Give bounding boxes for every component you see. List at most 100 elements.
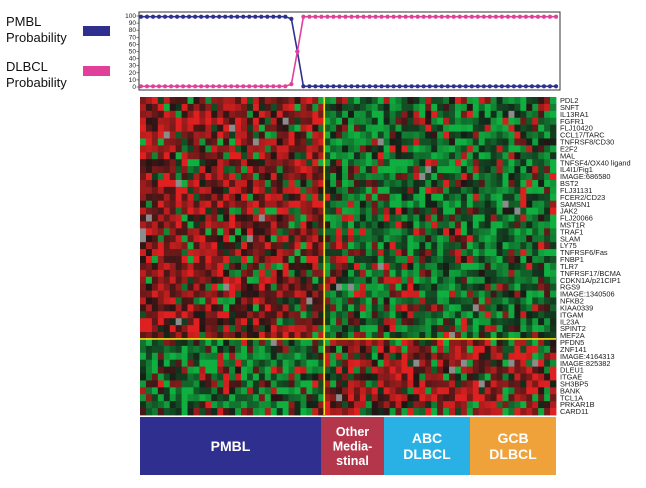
heatmap-cell xyxy=(229,117,236,126)
heatmap-cell xyxy=(490,249,497,257)
heatmap-cell xyxy=(353,262,361,271)
heatmap-cell xyxy=(419,138,426,146)
heatmap-cell xyxy=(520,338,527,347)
heatmap-cell xyxy=(229,228,236,236)
heatmap-cell xyxy=(246,117,254,126)
heatmap-cell xyxy=(276,110,284,119)
heatmap-cell xyxy=(544,207,551,215)
heatmap-cell xyxy=(478,193,486,202)
heatmap-cell xyxy=(550,228,557,236)
heatmap-cell xyxy=(413,138,420,146)
heatmap-cell xyxy=(241,235,248,243)
heatmap-cell xyxy=(282,401,289,409)
heatmap-cell xyxy=(252,283,260,291)
heatmap-cell xyxy=(454,338,462,347)
heatmap-cell xyxy=(407,345,414,354)
heatmap-cell xyxy=(520,242,527,250)
heatmap-cell xyxy=(520,352,527,361)
heatmap-cell xyxy=(407,283,414,291)
heatmap-cell xyxy=(377,131,385,139)
heatmap-cell xyxy=(466,373,474,381)
heatmap-cell xyxy=(181,290,188,298)
heatmap-cell xyxy=(199,290,206,298)
heatmap-cell xyxy=(348,242,355,250)
heatmap-cell xyxy=(175,387,182,395)
gene-label: TNFSF4/OX40 ligand xyxy=(560,158,631,167)
heatmap-cell xyxy=(324,345,331,354)
heatmap-cell xyxy=(526,166,533,174)
heatmap-cell xyxy=(157,387,165,395)
heatmap-cell xyxy=(258,256,266,264)
heatmap-cell xyxy=(348,345,355,354)
heatmap-cell xyxy=(282,262,289,271)
heatmap-cell xyxy=(217,345,224,354)
heatmap-cell xyxy=(306,338,313,347)
heatmap-cell xyxy=(425,338,432,347)
heatmap-cell xyxy=(163,269,171,278)
heatmap-cell xyxy=(336,242,343,250)
heatmap-cell xyxy=(318,269,325,278)
heatmap-cell xyxy=(401,214,408,222)
heatmap-cell xyxy=(205,338,212,347)
heatmap-cell xyxy=(163,283,171,291)
heatmap-cell xyxy=(538,345,545,354)
heatmap-cell xyxy=(169,325,177,333)
heatmap-cell xyxy=(377,352,385,361)
heatmap-cell xyxy=(359,380,367,388)
heatmap-cell xyxy=(437,214,444,222)
heatmap-cell xyxy=(258,117,266,126)
heatmap-cell xyxy=(466,145,474,153)
heatmap-cell xyxy=(199,269,206,278)
series-point xyxy=(499,14,504,19)
heatmap-cell xyxy=(484,318,492,326)
y-tick-label: 80 xyxy=(129,27,137,34)
heatmap-cell xyxy=(282,159,289,167)
heatmap-cell xyxy=(217,380,224,388)
heatmap-cell xyxy=(181,366,188,374)
heatmap-cell xyxy=(431,207,438,215)
heatmap-cell xyxy=(318,228,325,236)
series-point xyxy=(247,84,252,89)
heatmap-cell xyxy=(413,200,420,209)
heatmap-cell xyxy=(425,373,432,381)
heatmap-cell xyxy=(431,304,438,312)
heatmap-cell xyxy=(544,159,551,167)
heatmap-cell xyxy=(330,207,337,215)
heatmap-cell xyxy=(324,249,331,257)
heatmap-cell xyxy=(140,214,147,222)
heatmap-cell xyxy=(532,256,539,264)
heatmap-cell xyxy=(550,138,557,146)
heatmap-cell xyxy=(520,186,527,195)
heatmap-cell xyxy=(336,408,343,416)
heatmap-cell xyxy=(413,366,420,374)
heatmap-cell xyxy=(401,394,408,402)
heatmap-cell xyxy=(318,242,325,250)
series-point xyxy=(517,84,523,89)
heatmap-cell xyxy=(377,304,385,312)
heatmap-cell xyxy=(520,97,527,105)
heatmap-cell xyxy=(526,193,533,202)
heatmap-cell xyxy=(211,235,218,243)
heatmap-cell xyxy=(181,262,188,271)
heatmap-cell xyxy=(205,290,212,298)
heatmap-cell xyxy=(151,152,159,160)
heatmap-cell xyxy=(246,304,254,312)
heatmap-cell xyxy=(466,179,474,188)
heatmap-cell xyxy=(157,152,165,160)
heatmap-cell xyxy=(389,131,396,139)
heatmap-cell xyxy=(163,235,171,243)
heatmap-cell xyxy=(288,394,295,402)
heatmap-cell xyxy=(514,110,521,119)
heatmap-cell xyxy=(502,318,509,326)
gene-label: E2F2 xyxy=(560,144,578,153)
heatmap-cell xyxy=(187,200,194,209)
heatmap-cell xyxy=(181,318,188,326)
heatmap-cell xyxy=(365,304,373,312)
heatmap-cell xyxy=(472,186,480,195)
heatmap-cell xyxy=(199,214,206,222)
series-point xyxy=(427,14,432,19)
heatmap-cell xyxy=(383,228,390,236)
heatmap-cell xyxy=(544,373,551,381)
heatmap-cell xyxy=(419,394,426,402)
series-point xyxy=(523,14,529,19)
